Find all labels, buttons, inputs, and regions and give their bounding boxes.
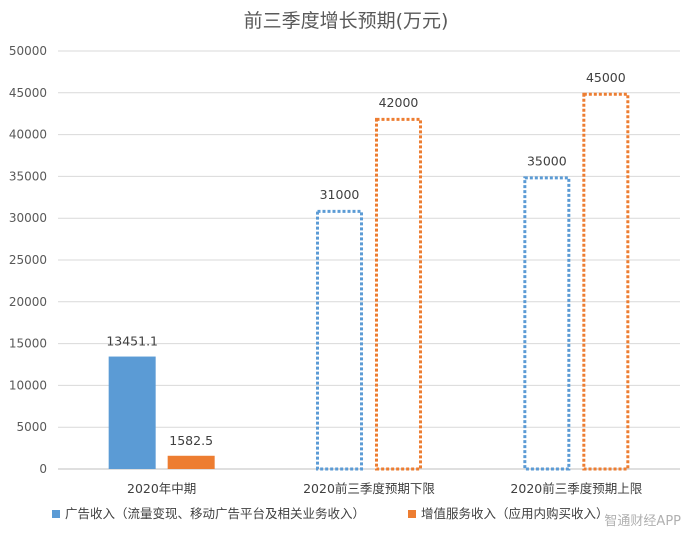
category-label: 2020前三季度预期下限 — [303, 481, 435, 496]
bars — [108, 92, 630, 471]
bar — [316, 209, 363, 471]
data-label: 42000 — [379, 95, 419, 110]
bar — [582, 92, 630, 471]
chart-title: 前三季度增长预期(万元) — [244, 10, 449, 32]
legend-swatch — [408, 510, 416, 518]
gridlines — [58, 50, 680, 470]
y-tick-label: 15000 — [9, 337, 47, 351]
legend-label: 增值服务收入（应用内购买收入） — [421, 506, 609, 521]
bar — [375, 117, 422, 471]
category-label: 2020年中期 — [127, 481, 196, 496]
y-axis-ticks: 0 5000 10000 15000 20000 25000 30000 35000 40000… — [9, 44, 47, 476]
bar — [523, 176, 571, 471]
data-label: 31000 — [320, 187, 360, 202]
y-tick-label: 50000 — [9, 44, 47, 58]
y-tick-label: 25000 — [9, 253, 47, 267]
data-label: 45000 — [586, 70, 626, 85]
bar — [167, 455, 215, 469]
y-tick-label: 35000 — [9, 169, 47, 183]
y-tick-label: 20000 — [9, 295, 47, 309]
y-tick-label: 5000 — [16, 420, 47, 434]
y-tick-label: 0 — [39, 462, 47, 476]
y-tick-label: 45000 — [9, 86, 47, 100]
data-label: 35000 — [527, 153, 567, 168]
legend-label: 广告收入（流量变现、移动广告平台及相关业务收入） — [65, 506, 365, 521]
legend-swatch — [52, 510, 60, 518]
bar — [108, 356, 156, 469]
data-label: 13451.1 — [106, 334, 158, 349]
y-tick-label: 10000 — [9, 378, 47, 392]
y-tick-label: 40000 — [9, 128, 47, 142]
legend: 广告收入（流量变现、移动广告平台及相关业务收入） 增值服务收入（应用内购买收入） — [52, 506, 609, 521]
category-label: 2020前三季度预期上限 — [510, 481, 642, 496]
watermark: 智通财经APP — [604, 514, 681, 529]
y-tick-label: 30000 — [9, 211, 47, 225]
data-label: 1582.5 — [169, 433, 213, 448]
x-axis-categories: 2020年中期 2020前三季度预期下限 2020前三季度预期上限 — [127, 481, 643, 496]
data-labels: 13451.1 1582.5 31000 42000 35000 45000 — [106, 70, 625, 448]
